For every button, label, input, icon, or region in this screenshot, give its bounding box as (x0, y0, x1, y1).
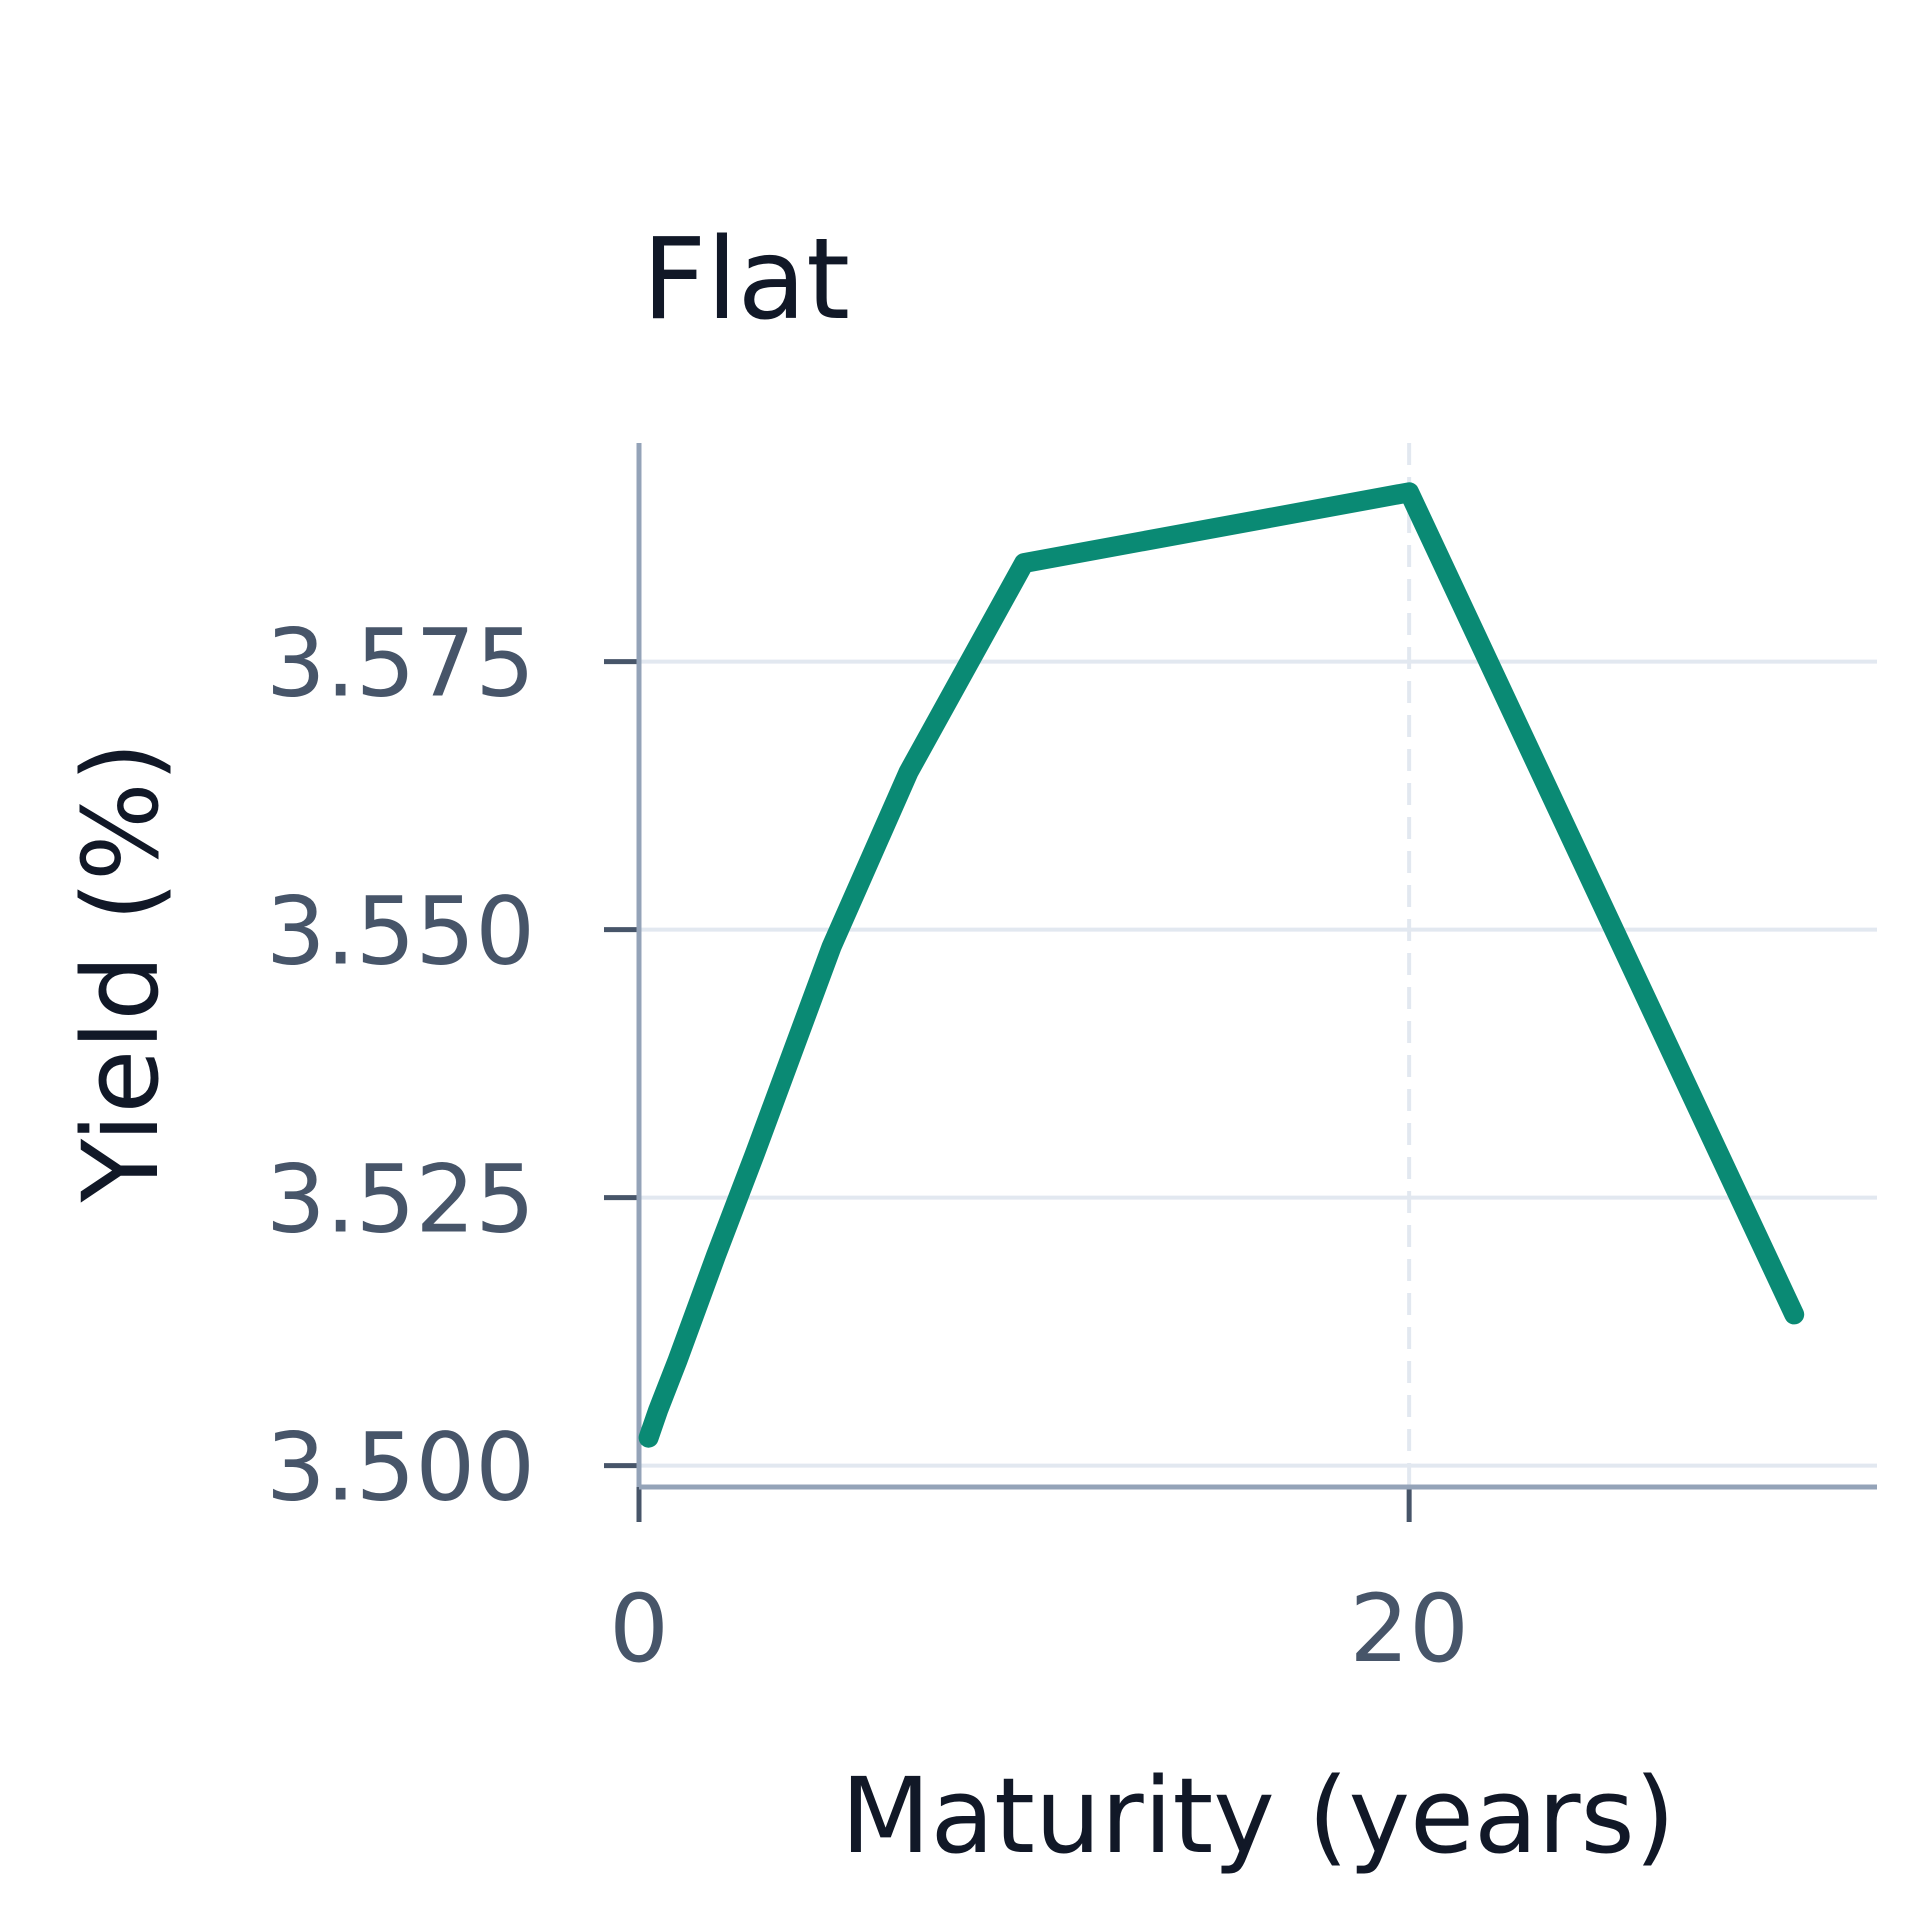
x-tick-label: 20 (1349, 1575, 1469, 1684)
line-series (638, 482, 1805, 1448)
y-axis-label: Yield (%) (60, 742, 182, 1204)
y-tick-label: 3.500 (266, 1414, 535, 1523)
x-axis-label: Maturity (years) (841, 1755, 1676, 1877)
y-tick-label: 3.575 (266, 610, 535, 719)
x-tick-label: 0 (609, 1575, 669, 1684)
y-tick-label: 3.525 (266, 1146, 535, 1255)
y-tick-label: 3.550 (266, 878, 535, 987)
chart-title: Flat (642, 215, 850, 345)
